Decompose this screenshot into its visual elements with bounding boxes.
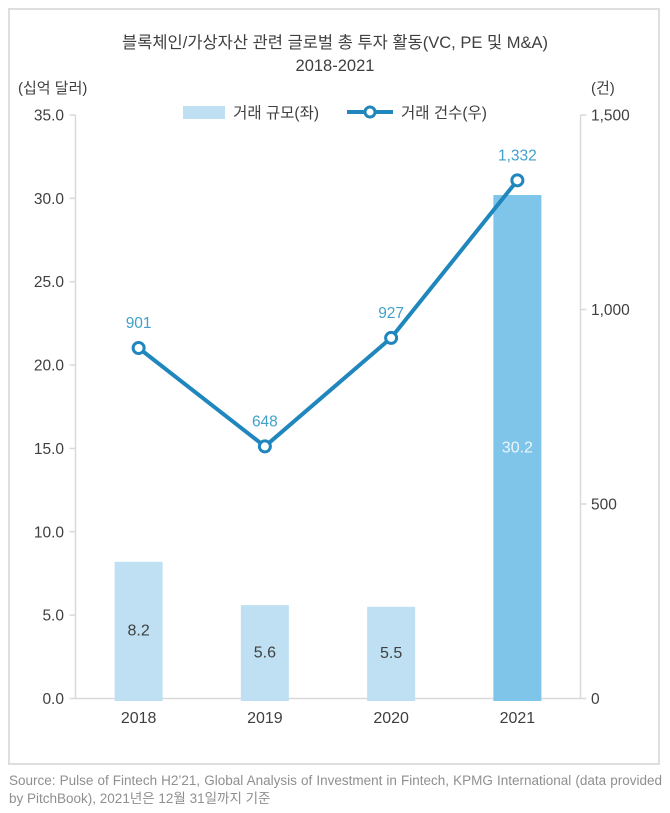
bar-series-swatch-icon <box>183 105 226 119</box>
right-axis-tick-label: 500 <box>591 497 617 514</box>
right-axis-tick-label: 1,000 <box>591 302 630 319</box>
bar-2019 <box>240 605 289 701</box>
bar-2021 <box>493 195 542 701</box>
chart-title-line2: 2018-2021 <box>295 57 375 75</box>
right-axis-tick-label: 0 <box>591 691 600 708</box>
legend-label-line-series: 거래 건수(우) <box>401 105 487 122</box>
line-point-label-2019: 648 <box>252 413 278 430</box>
right-axis-tick-label: 1,500 <box>591 108 630 125</box>
left-axis-tick-label: 25.0 <box>34 274 65 291</box>
line-point-marker-2020 <box>384 330 399 345</box>
bar-value-label-2020: 5.5 <box>380 645 402 662</box>
left-axis-tick-label: 5.0 <box>42 608 64 625</box>
plot-area: 35.0 30.0 25.0 20.0 15.0 10.0 5.0 0.0 1,500 1,000… <box>34 108 630 728</box>
left-axis-tick-label: 10.0 <box>34 524 65 541</box>
left-axis-tick-label: 0.0 <box>42 691 64 708</box>
line-point-marker-2018 <box>131 341 146 356</box>
legend: 거래 규모(좌) 거래 건수(우) <box>0 101 670 123</box>
x-axis-label-2018: 2018 <box>121 710 157 727</box>
chart-title: 블록체인/가상자산 관련 글로벌 총 투자 활동(VC, PE 및 M&A) 2… <box>0 32 670 78</box>
line-point-label-2021: 1,332 <box>498 147 537 164</box>
left-axis-tick-label: 20.0 <box>34 358 65 375</box>
x-axis-label-2020: 2020 <box>373 710 409 727</box>
legend-item-bar-series: 거래 규모(좌) <box>183 101 319 123</box>
x-axis-label-2021: 2021 <box>500 710 536 727</box>
legend-item-line-series: 거래 건수(우) <box>347 101 487 123</box>
line-point-marker-2021 <box>510 173 525 188</box>
bar-2018 <box>114 561 163 701</box>
right-axis-unit-label: (건) <box>591 80 615 97</box>
line-swatch-marker-icon <box>363 105 377 119</box>
line-point-label-2020: 927 <box>378 305 404 322</box>
x-axis-label-2019: 2019 <box>247 710 283 727</box>
bar-value-label-2018: 8.2 <box>128 623 150 640</box>
left-axis-tick-label: 15.0 <box>34 441 65 458</box>
line-point-label-2018: 901 <box>126 315 152 332</box>
line-point-marker-2019 <box>257 439 272 454</box>
left-axis-unit-label: (십억 달러) <box>18 80 88 97</box>
chart-title-line1: 블록체인/가상자산 관련 글로벌 총 투자 활동(VC, PE 및 M&A) <box>122 34 548 52</box>
bar-value-label-2021: 30.2 <box>502 439 533 456</box>
line-series-swatch-icon <box>347 105 393 119</box>
bar-2020 <box>367 606 416 701</box>
bar-value-label-2019: 5.6 <box>254 644 276 661</box>
legend-label-bar-series: 거래 규모(좌) <box>233 105 319 122</box>
left-axis-tick-label: 35.0 <box>34 108 65 125</box>
line-series-path <box>137 179 519 449</box>
left-axis-tick-label: 30.0 <box>34 191 65 208</box>
source-note: Source: Pulse of Fintech H2’21, Global A… <box>9 773 662 806</box>
